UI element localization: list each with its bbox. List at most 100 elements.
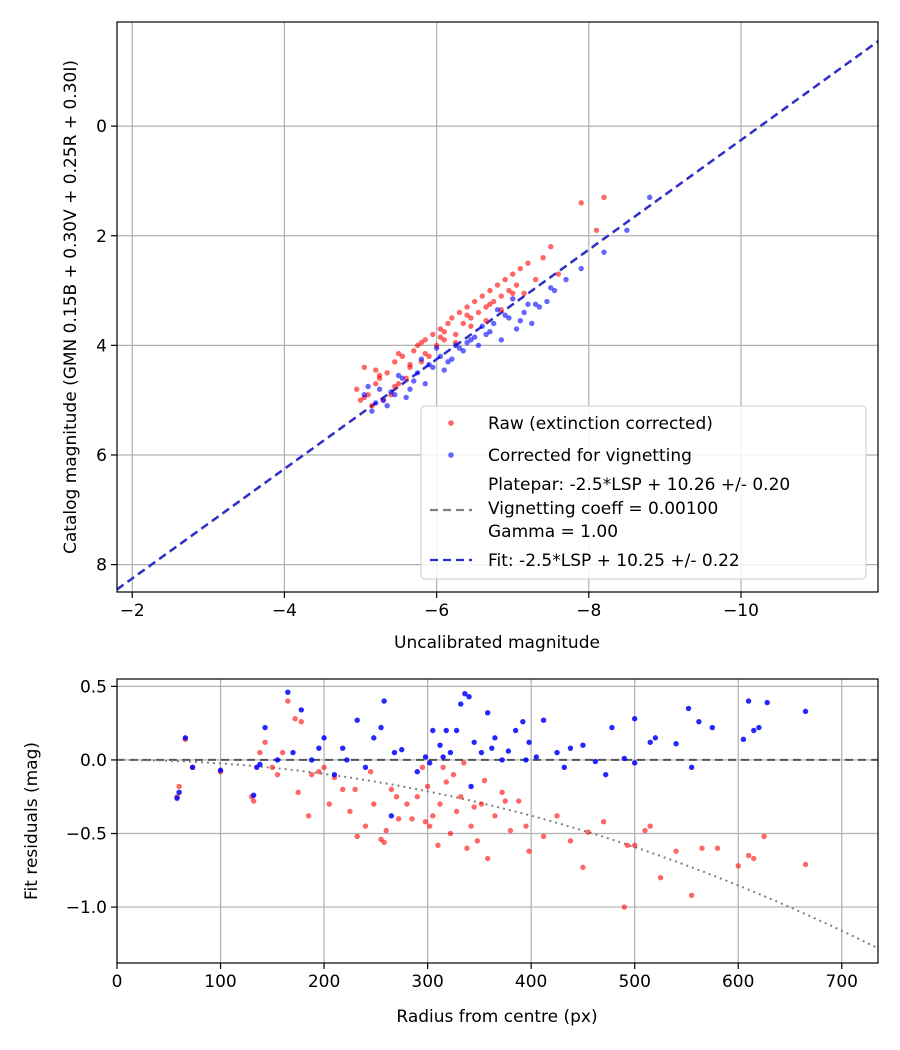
bottom-y-axis-label: Fit residuals (mag) bbox=[22, 742, 42, 900]
bottom-data-point bbox=[262, 739, 268, 745]
bottom-data-point bbox=[745, 698, 752, 704]
bottom-data-point bbox=[388, 786, 395, 793]
bottom-data-point bbox=[735, 863, 741, 869]
bottom-data-point bbox=[505, 748, 512, 754]
top-data-point bbox=[521, 290, 527, 296]
bottom-data-point bbox=[321, 735, 327, 741]
bottom-data-point bbox=[484, 855, 491, 862]
legend: Raw (extinction corrected) Corrected for… bbox=[420, 405, 867, 580]
bottom-data-point bbox=[600, 819, 607, 825]
bottom-data-point bbox=[561, 764, 567, 770]
top-data-point bbox=[468, 337, 474, 343]
bottom-data-point bbox=[673, 848, 679, 854]
bottom-data-point bbox=[554, 749, 560, 756]
bottom-data-point bbox=[592, 758, 599, 765]
top-data-point bbox=[395, 350, 402, 357]
bottom-data-point bbox=[250, 792, 257, 798]
top-data-point bbox=[624, 227, 630, 233]
top-data-point bbox=[414, 370, 421, 376]
bottom-x-tick-label: 400 bbox=[515, 972, 547, 992]
top-data-point bbox=[395, 372, 402, 379]
bottom-data-point bbox=[468, 783, 474, 790]
top-fit-line bbox=[117, 40, 878, 591]
bottom-data-point bbox=[217, 767, 224, 773]
top-x-tick-label: −2 bbox=[120, 601, 145, 621]
bottom-y-tick-label: 0.0 bbox=[80, 751, 107, 771]
top-data-point bbox=[479, 293, 485, 299]
top-data-point bbox=[437, 326, 444, 332]
bottom-data-point bbox=[362, 764, 369, 770]
bottom-points bbox=[174, 689, 809, 910]
top-data-point bbox=[506, 287, 512, 294]
top-data-point bbox=[407, 386, 413, 392]
bottom-data-point bbox=[489, 745, 495, 751]
top-data-point bbox=[449, 356, 455, 362]
top-data-point bbox=[411, 378, 417, 384]
top-data-point bbox=[460, 320, 466, 327]
bottom-data-point bbox=[308, 771, 315, 778]
bottom-x-tick-label: 300 bbox=[411, 972, 443, 992]
top-data-point bbox=[502, 312, 508, 318]
top-data-point bbox=[551, 287, 558, 294]
legend-raw-label: Raw (extinction corrected) bbox=[488, 414, 713, 434]
top-data-point bbox=[369, 408, 375, 414]
top-data-point bbox=[578, 265, 584, 272]
bottom-x-tick-label: 700 bbox=[826, 972, 858, 992]
top-data-point bbox=[403, 394, 409, 401]
bottom-data-point bbox=[624, 842, 631, 848]
bottom-data-point bbox=[378, 724, 384, 731]
top-data-point bbox=[502, 276, 508, 283]
top-data-point bbox=[475, 342, 482, 349]
top-data-point bbox=[529, 320, 535, 327]
top-data-point bbox=[479, 323, 485, 329]
legend-gamma-label: Gamma = 1.00 bbox=[488, 522, 618, 542]
bottom-data-point bbox=[391, 749, 398, 756]
top-data-point bbox=[578, 200, 584, 206]
bottom-data-point bbox=[426, 760, 433, 766]
bottom-data-point bbox=[174, 795, 180, 801]
bottom-data-point bbox=[714, 845, 721, 851]
bottom-data-point bbox=[764, 699, 770, 706]
top-data-point bbox=[601, 249, 607, 255]
bottom-data-point bbox=[533, 754, 540, 760]
top-data-point bbox=[498, 307, 505, 313]
top-data-point bbox=[460, 348, 466, 354]
top-data-point bbox=[593, 227, 600, 233]
bottom-data-point bbox=[523, 823, 529, 829]
top-data-point bbox=[483, 304, 489, 310]
bottom-data-point bbox=[471, 739, 477, 745]
bottom-data-point bbox=[516, 798, 522, 804]
top-x-axis-label: Uncalibrated magnitude bbox=[394, 633, 600, 653]
bottom-data-point bbox=[340, 745, 346, 751]
top-data-point bbox=[532, 276, 539, 283]
bottom-data-point bbox=[685, 705, 692, 712]
bottom-ticks: 0 100 200 300 400 500 600 700 0.5 0.0 −0.5 −1.0 bbox=[66, 677, 858, 992]
bottom-data-point bbox=[383, 827, 389, 834]
bottom-data-point bbox=[440, 764, 446, 770]
top-data-point bbox=[388, 389, 394, 395]
bottom-data-point bbox=[761, 833, 767, 840]
top-data-point bbox=[548, 244, 554, 250]
bottom-data-point bbox=[450, 771, 457, 778]
bottom-data-point bbox=[481, 777, 488, 784]
legend-corrected-label: Corrected for vignetting bbox=[488, 446, 692, 466]
bottom-data-point bbox=[631, 716, 638, 722]
top-data-point bbox=[369, 402, 375, 409]
bottom-x-tick-label: 200 bbox=[308, 972, 340, 992]
bottom-data-point bbox=[321, 764, 327, 770]
bottom-data-point bbox=[290, 749, 296, 756]
bottom-data-point bbox=[352, 786, 358, 793]
bottom-x-tick-label: 100 bbox=[204, 972, 236, 992]
top-data-point bbox=[392, 391, 398, 398]
bottom-data-point bbox=[274, 757, 281, 763]
bottom-data-point bbox=[250, 798, 257, 804]
bottom-data-point bbox=[751, 727, 757, 734]
top-data-point bbox=[365, 383, 371, 390]
bottom-data-point bbox=[414, 794, 420, 800]
bottom-data-point bbox=[298, 707, 304, 713]
bottom-axes-frame bbox=[116, 678, 879, 964]
legend-platepar-label: Platepar: -2.5*LSP + 10.26 +/- 0.20 bbox=[488, 475, 790, 495]
bottom-data-point bbox=[409, 816, 415, 822]
top-data-point bbox=[361, 391, 368, 398]
bottom-data-point bbox=[688, 764, 695, 770]
